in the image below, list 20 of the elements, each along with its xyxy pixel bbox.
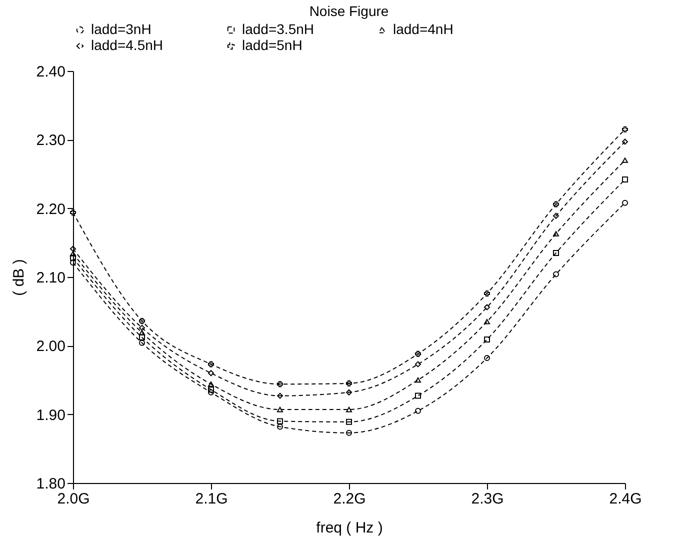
y-tick-label: 2.20 — [36, 200, 66, 218]
x-tick-label: 2.2G — [333, 490, 366, 508]
y-tick-label: 2.30 — [36, 132, 66, 150]
y-tick-label: 2.10 — [36, 270, 66, 286]
y-axis-title: ( dB ) — [10, 259, 28, 296]
x-tick-label: 2.4G — [609, 490, 642, 508]
legend-label: ladd=5nH — [242, 37, 302, 53]
x-axis-title: freq ( Hz ) — [316, 520, 383, 536]
x-tick-label: 2.1G — [195, 490, 228, 508]
legend-label: ladd=3.5nH — [242, 21, 314, 37]
legend-label: ladd=4.5nH — [91, 37, 164, 53]
chart-title: Noise Figure — [309, 3, 389, 19]
x-tick-label: 2.0G — [57, 490, 90, 508]
y-tick-label: 2.00 — [36, 338, 66, 356]
y-tick-label: 1.80 — [36, 476, 66, 492]
legend-label: ladd=3nH — [91, 21, 152, 37]
y-tick-label: 1.90 — [36, 406, 66, 424]
x-tick-label: 2.3G — [471, 490, 504, 508]
legend-label: ladd=4nH — [393, 21, 454, 37]
y-tick-label: 2.40 — [36, 64, 66, 80]
